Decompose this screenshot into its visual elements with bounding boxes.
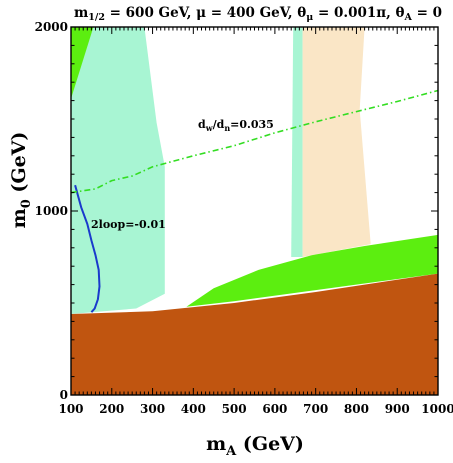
y-tick-label: 1000 [35,204,68,218]
x-label-main: m [206,433,226,455]
x-tick-label: 200 [99,402,124,416]
annotation-2loop: 2loop=-0.01 [91,218,166,231]
series-line-1 [74,184,101,313]
title-m: m [74,5,88,21]
x-tick-label: 500 [222,402,247,416]
title-theta-a-val: = 0 [412,5,442,21]
x-tick-label: 1000 [421,402,453,416]
axis-ticks: 100 200 300 400 500 600 700 800 900 1000 0 1000 2000 [35,20,453,416]
y-tick-label: 0 [60,388,68,402]
x-label-rest: (GeV) [236,433,304,455]
y-axis-label: m0 (GeV) [8,132,34,229]
y-label-sub: 0 [19,199,34,208]
chart-regions [71,27,438,395]
x-label-sub: A [225,444,237,459]
x-tick-label: 400 [181,402,206,416]
y-label-main: m [8,208,30,228]
x-tick-label: 600 [262,402,287,416]
x-tick-label: 300 [140,402,165,416]
y-tick-label: 2000 [35,20,68,34]
title-theta-a-sub: A [404,12,413,23]
title-m-val: = 600 GeV, μ = 400 GeV, θ [105,5,306,21]
chart-title: m1/2 = 600 GeV, μ = 400 GeV, θμ = 0.001π… [74,5,442,23]
region-light-green-right [291,27,303,257]
chart-lines [70,89,439,313]
region-brown-region [71,273,438,395]
anno-val: =0.035 [230,118,274,131]
title-theta-mu-sub: μ [306,12,313,23]
title-theta-mu-val: = 0.001π, θ [313,5,404,21]
y-label-rest: (GeV) [8,132,30,200]
anno-w-sub: w [205,123,214,133]
anno-n-sub: n [224,123,230,133]
region-green-lower [186,234,438,307]
series-line-2 [70,89,439,194]
x-axis-label: mA (GeV) [206,433,304,459]
x-tick-label: 100 [58,402,83,416]
region-peach-band [302,27,371,257]
title-m-sub: 1/2 [88,12,105,23]
anno-slash-d: /d [213,118,225,131]
region-green-top-left [71,27,94,99]
x-tick-label: 900 [385,402,410,416]
x-tick-label: 700 [303,402,328,416]
anno-d: d [198,118,206,131]
x-tick-label: 800 [344,402,369,416]
region-light-green-left [71,27,165,314]
annotation-dw-dn: dw/dn=0.035 [198,118,274,133]
